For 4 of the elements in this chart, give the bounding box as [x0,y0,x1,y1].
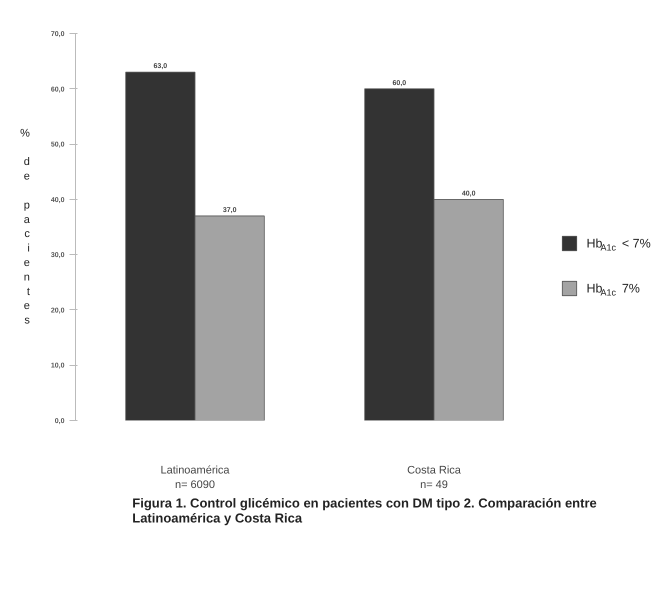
text: % de pacientes [20,127,30,327]
text: Figura 1. Control glicémico en pacientes con DM tipo 2. Comparación entre Latinoamérica y Costa Rica [132,496,597,526]
x-tick-label: Costa Rica n= 49 [407,464,462,491]
x-tick-label: Latinoamérica n= 6090 [160,464,230,491]
